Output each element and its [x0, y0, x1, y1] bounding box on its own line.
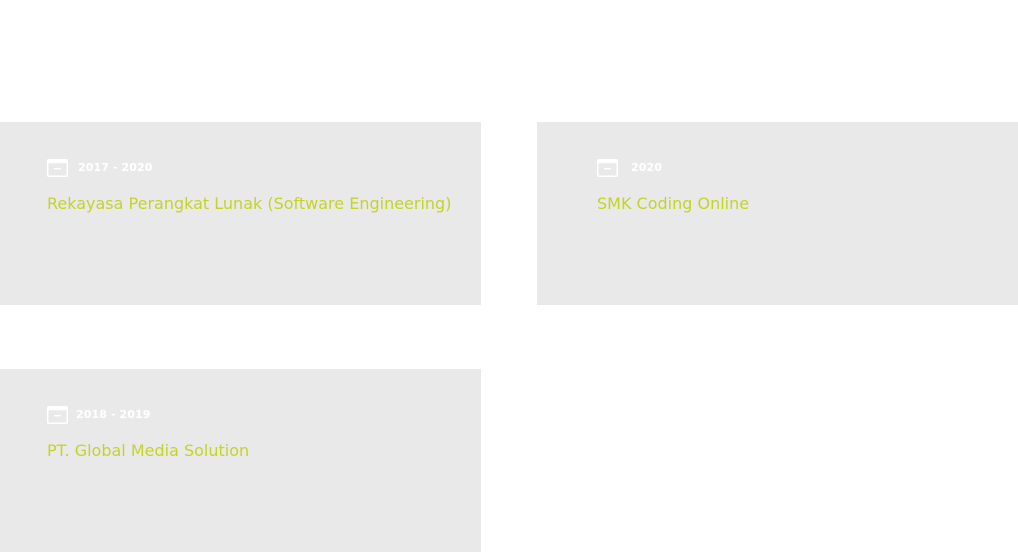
timeline-title: Rekayasa Perangkat Lunak (Software Engin…	[47, 194, 452, 213]
date-row: 2018 - 2019	[47, 403, 481, 425]
timeline-title: SMK Coding Online	[597, 194, 750, 213]
timeline-card: 2017 - 2020 Rekayasa Perangkat Lunak (So…	[0, 122, 481, 305]
date-range: 2017 - 2020	[78, 160, 153, 174]
timeline-card: 2020 SMK Coding Online	[537, 122, 1018, 305]
calendar-icon	[47, 158, 68, 177]
timeline-card: 2018 - 2019 PT. Global Media Solution	[0, 369, 481, 552]
timeline-title: PT. Global Media Solution	[47, 441, 250, 460]
date-row: 2017 - 2020	[47, 156, 481, 178]
date-range: 2018 - 2019	[76, 407, 151, 421]
date-row: 2020	[597, 156, 1018, 178]
date-range: 2020	[631, 160, 663, 174]
calendar-icon	[47, 405, 68, 424]
calendar-icon	[597, 158, 618, 177]
